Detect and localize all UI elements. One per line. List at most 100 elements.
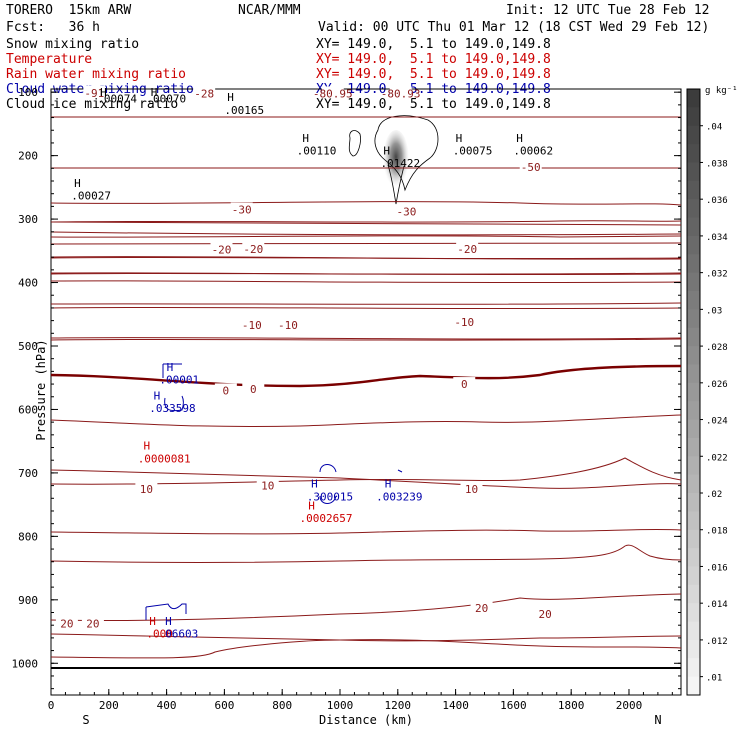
colorbar-step xyxy=(687,272,700,292)
y-tick-label: 500 xyxy=(18,340,38,353)
colorbar-step xyxy=(687,235,700,255)
colorbar-step xyxy=(687,199,700,219)
colorbar-label: .032 xyxy=(706,270,728,280)
colorbar-step xyxy=(687,291,700,310)
colorbar-label: .036 xyxy=(706,196,728,206)
x-tick-label: 1400 xyxy=(442,699,469,712)
colorbar-label: .02 xyxy=(706,490,722,500)
colorbar-step xyxy=(687,419,700,439)
valid-time: Valid: 00 UTC Thu 01 Mar 12 (18 CST Wed … xyxy=(318,20,710,35)
colorbar-label: .014 xyxy=(706,600,728,610)
x-tick-label: 1600 xyxy=(500,699,527,712)
colorbar-step xyxy=(687,511,700,531)
extremum-label-cloud: H xyxy=(385,478,392,491)
x-axis: 0 200 400 600 800 1000 1200 1400 1600 1800 2000 xyxy=(48,689,673,712)
temp-label-bg xyxy=(534,606,557,619)
temp-contour-20 xyxy=(50,593,682,622)
colorbar-step xyxy=(687,603,700,623)
y-tick-label: 100 xyxy=(18,86,38,99)
colorbar-step xyxy=(687,493,700,512)
extremum-label-snow: H xyxy=(383,145,390,158)
colorbar: .01 .012 .014 .016 .018 .02 .022 .024 .026 .028 .0… xyxy=(686,88,728,696)
y-tick-label: 600 xyxy=(18,403,38,416)
temperature-labels: -91 -28 -80.95 -80.93 -50 -30 -30 -20 -20 -20 -10 -… xyxy=(55,85,557,630)
colorbar-label: .01 xyxy=(706,674,722,684)
plot-frame xyxy=(50,88,682,696)
colorbar-label: .026 xyxy=(706,380,728,390)
temp-label: -10 xyxy=(454,316,474,329)
colorbar-frame xyxy=(686,88,701,696)
legend-rain-name: Rain water mixing ratio xyxy=(6,67,187,82)
legend-rain-xy: XY= 149.0, 5.1 to 149.0,149.8 xyxy=(316,67,551,82)
temp-contour-m40 xyxy=(50,220,682,223)
extremum-label-rain: .0002657 xyxy=(300,512,353,525)
x-tick-label: 400 xyxy=(157,699,177,712)
colorbar-step xyxy=(687,456,700,476)
temp-contour-8 xyxy=(50,469,682,489)
colorbar-step xyxy=(687,437,700,457)
temp-label: 0 xyxy=(461,378,468,391)
temp-contour-m38 xyxy=(50,231,682,236)
colorbar-label: .028 xyxy=(706,343,728,353)
cloud-contour-a xyxy=(162,363,182,378)
temp-label-bg xyxy=(240,318,263,331)
extremum-label-snow: H xyxy=(456,132,463,145)
x-tick-label: 800 xyxy=(272,699,292,712)
temp-contour-m45 xyxy=(50,221,682,226)
colorbar-label: .038 xyxy=(706,159,728,169)
y-tick-label: 400 xyxy=(18,277,38,290)
temp-label-bg xyxy=(83,85,106,98)
temp-label: -20 xyxy=(212,244,232,257)
temp-contour-m15 xyxy=(50,302,682,305)
colorbar-step xyxy=(687,658,700,678)
colorbar-step xyxy=(687,584,700,604)
temp-contour-m20 xyxy=(50,280,682,284)
extremum-label-snow: .00074 xyxy=(97,93,137,106)
colorbar-step xyxy=(687,217,700,237)
colorbar-step xyxy=(687,639,700,659)
temp-label: 10 xyxy=(261,480,274,493)
extremum-label-snow: .01422 xyxy=(380,157,420,170)
temp-label: 0 xyxy=(223,384,230,397)
extremum-label-snow: .00165 xyxy=(224,104,264,117)
temp-label: -50 xyxy=(521,161,541,174)
colorbar-step xyxy=(687,180,700,200)
model-title: TORERO 15km ARW xyxy=(6,3,132,18)
temp-contour-5 xyxy=(50,414,682,428)
temp-label-bg xyxy=(210,242,233,255)
colorbar-step xyxy=(687,144,700,163)
temp-label: 20 xyxy=(60,617,73,630)
colorbar-label: .034 xyxy=(706,233,728,243)
colorbar-step xyxy=(687,327,700,347)
colorbar-step xyxy=(687,309,700,329)
x-tick-label: 1200 xyxy=(385,699,412,712)
temp-contour-12 xyxy=(50,528,682,535)
colorbar-label: .018 xyxy=(706,527,728,537)
y-tick-label: 200 xyxy=(18,150,38,163)
temp-label-bg xyxy=(55,616,78,629)
temp-label-bg xyxy=(276,318,299,331)
colorbar-step xyxy=(687,162,700,182)
legend-snow-xy: XY= 149.0, 5.1 to 149.0,149.8 xyxy=(316,37,551,52)
extremum-label-cloud: H xyxy=(167,361,174,374)
snow-contour-tail xyxy=(387,164,405,205)
temp-label-bg xyxy=(193,86,216,99)
temp-label-bg xyxy=(242,241,265,254)
extremum-label-snow: .00110 xyxy=(297,145,337,158)
temp-label-bg xyxy=(214,383,237,396)
extremum-label-cloud: .00001 xyxy=(159,374,199,387)
extremum-label-cloud: 06603 xyxy=(165,627,198,640)
temp-contour-m35 xyxy=(50,235,682,238)
y-tick-label: 300 xyxy=(18,213,38,226)
temp-label-bg xyxy=(81,616,104,629)
temp-label: 0 xyxy=(250,383,257,396)
temp-label-bg xyxy=(456,241,479,254)
y-axis-label: Pressure (hPa) xyxy=(34,339,48,440)
colorbar-step xyxy=(687,364,700,384)
temp-contour-m5 xyxy=(50,337,682,340)
init-time: Init: 12 UTC Tue 28 Feb 12 xyxy=(506,3,710,18)
colorbar-label: .012 xyxy=(706,637,728,647)
y-tick-label: 800 xyxy=(18,530,38,543)
temp-label-bg xyxy=(470,601,493,614)
